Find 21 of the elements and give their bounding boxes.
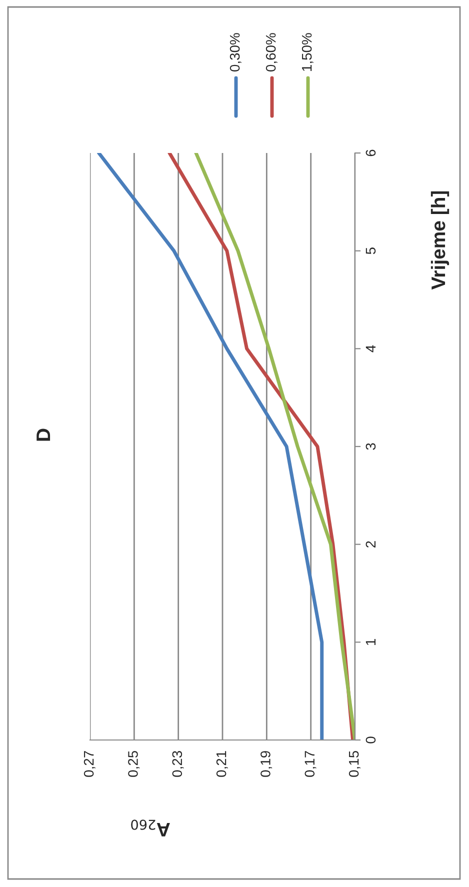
text: 0,60% (266, 33, 278, 72)
x-tick-label: 0,25 (128, 750, 140, 777)
x-tick-label: 0,23 (172, 751, 184, 777)
line-series (97, 153, 324, 740)
x-tick-label: 0,15 (348, 750, 360, 777)
y-tick-label: 0 (366, 736, 376, 744)
y-tick-label: 2 (366, 541, 376, 548)
x-tick-label: 0,19 (260, 751, 272, 777)
y-tick-label: 5 (366, 248, 376, 254)
y-tick-label: 4 (366, 345, 376, 352)
text: 1,50% (302, 33, 314, 71)
y-tick-label: 1 (366, 638, 376, 645)
x-axis-title: A$_{260}$ (131, 820, 170, 836)
text: D (36, 428, 50, 441)
x-tick-label: 0,17 (304, 751, 316, 777)
y-tick-label: 3 (366, 443, 376, 450)
x-tick-label: 0,27 (84, 751, 96, 777)
y-tick-label: 6 (366, 150, 376, 156)
y-axis-title: Vrijeme [h] (430, 191, 450, 290)
x-tick-label: 0,21 (216, 751, 228, 777)
text: 0,30% (230, 33, 242, 72)
